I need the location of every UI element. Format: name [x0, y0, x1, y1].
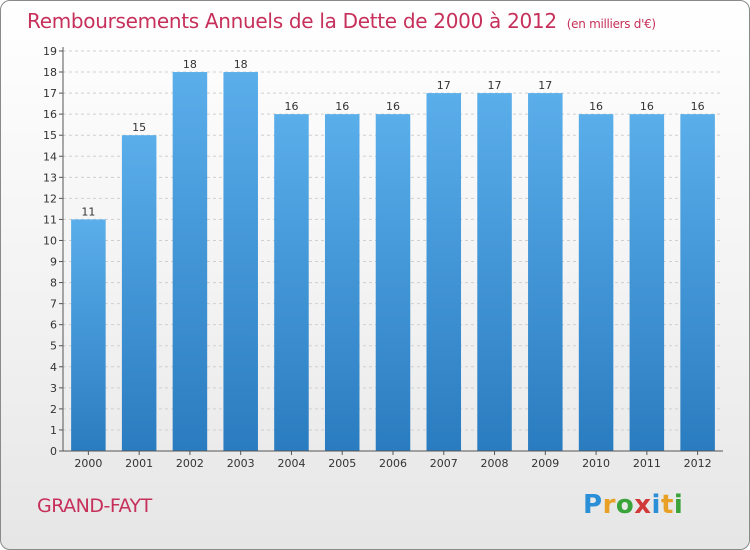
x-tick-label: 2002	[176, 457, 204, 470]
bar	[528, 93, 563, 452]
bar-value-label: 17	[538, 79, 552, 92]
bar	[121, 135, 157, 452]
y-tick-label: 17	[43, 87, 57, 100]
x-tick-label: 2008	[481, 457, 509, 470]
y-tick-label: 6	[50, 319, 57, 332]
bar-value-label: 18	[183, 58, 197, 71]
y-tick-label: 16	[43, 108, 57, 121]
y-tick-label: 11	[43, 213, 57, 226]
y-tick-label: 7	[50, 298, 57, 311]
y-tick-label: 15	[43, 129, 57, 142]
chart-title: Remboursements Annuels de la Dette de 20…	[27, 9, 656, 33]
x-tick-label: 2004	[277, 457, 305, 470]
x-tick-label: 2012	[684, 457, 712, 470]
y-tick-label: 14	[43, 150, 57, 163]
x-tick-label: 2000	[74, 457, 102, 470]
y-tick-label: 5	[50, 340, 57, 353]
bar-value-label: 16	[284, 100, 298, 113]
chart-title-text: Remboursements Annuels de la Dette de 20…	[27, 9, 557, 33]
y-tick-label: 8	[50, 277, 57, 290]
chart-unit: (en milliers d'€)	[566, 17, 656, 31]
x-tick-label: 2003	[227, 457, 255, 470]
bar	[274, 114, 309, 451]
commune-name: GRAND-FAYT	[37, 495, 152, 517]
bar	[426, 93, 462, 452]
logo-letter: P	[583, 490, 603, 520]
x-tick-label: 2011	[633, 457, 661, 470]
bar-value-label: 11	[81, 205, 95, 218]
x-tick-label: 2010	[582, 457, 610, 470]
bar	[71, 219, 106, 451]
bar-value-label: 15	[132, 121, 146, 134]
y-tick-label: 10	[43, 234, 57, 247]
bar	[375, 114, 411, 451]
y-tick-label: 1	[50, 424, 57, 437]
bar-value-label: 16	[640, 100, 654, 113]
x-tick-label: 2006	[379, 457, 407, 470]
y-tick-label: 13	[43, 171, 57, 184]
y-tick-label: 9	[50, 256, 57, 269]
bar-value-label: 18	[234, 58, 248, 71]
y-tick-label: 2	[50, 403, 57, 416]
logo-letter: r	[602, 490, 616, 520]
bar-value-label: 17	[488, 79, 502, 92]
logo-letter: x	[634, 490, 652, 520]
y-tick-label: 12	[43, 192, 57, 205]
proxiti-logo[interactable]: Proxiti	[583, 490, 693, 526]
bar-value-label: 16	[691, 100, 705, 113]
y-tick-label: 4	[50, 361, 57, 374]
logo-letter: i	[651, 490, 661, 520]
bar-value-label: 17	[437, 79, 451, 92]
bar	[680, 114, 715, 451]
bar	[629, 114, 665, 451]
bar	[578, 114, 614, 451]
x-tick-label: 2009	[531, 457, 559, 470]
bar-value-label: 16	[589, 100, 603, 113]
y-tick-label: 3	[50, 382, 57, 395]
y-tick-label: 19	[43, 45, 57, 58]
x-tick-label: 2007	[430, 457, 458, 470]
bar-value-label: 16	[386, 100, 400, 113]
y-tick-label: 0	[50, 445, 57, 458]
x-tick-label: 2005	[328, 457, 356, 470]
bar	[223, 72, 258, 451]
y-tick-label: 18	[43, 66, 57, 79]
bar	[477, 93, 512, 452]
bar-value-label: 16	[335, 100, 349, 113]
bar	[324, 114, 360, 451]
x-tick-label: 2001	[125, 457, 153, 470]
logo-letter: o	[615, 490, 635, 520]
logo-letter: t	[660, 490, 674, 520]
bar	[172, 72, 208, 451]
logo-letter: i	[673, 490, 684, 520]
